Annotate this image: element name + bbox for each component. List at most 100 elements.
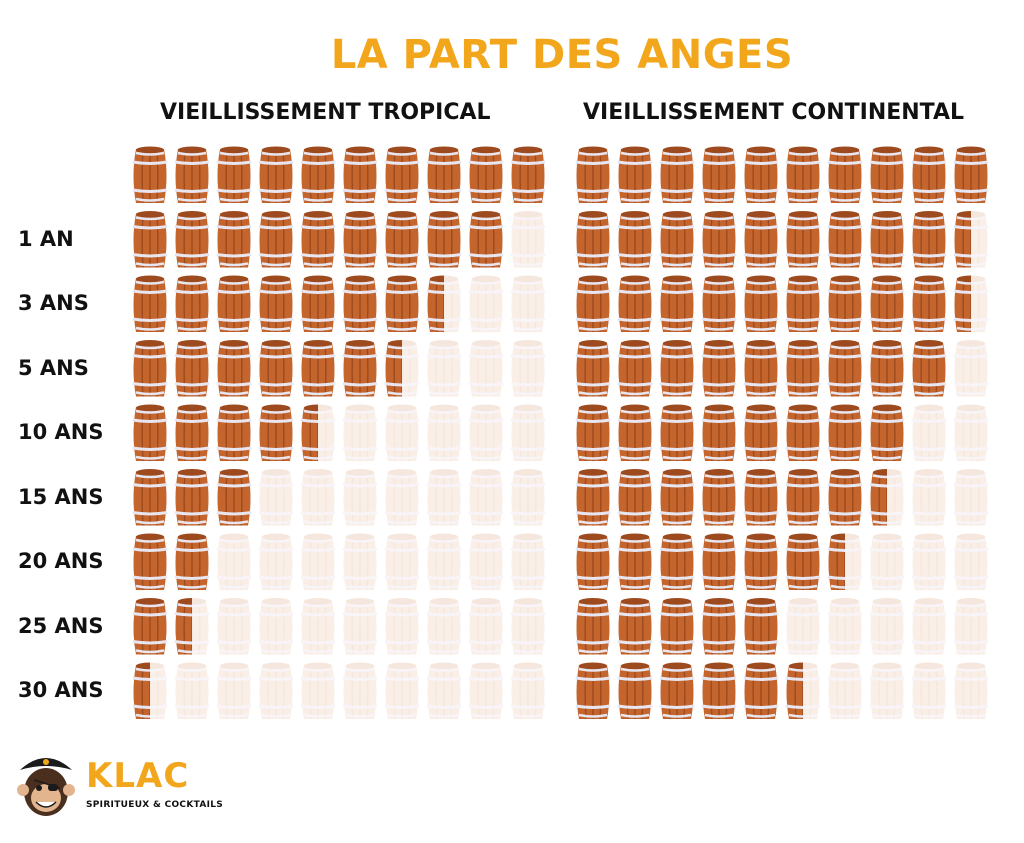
barrel-full-icon — [384, 211, 420, 268]
row-label: 10 ANS — [18, 420, 104, 444]
barrel-empty-icon — [953, 533, 989, 591]
barrel-full-icon — [575, 146, 611, 204]
barrel-empty-icon — [869, 598, 905, 655]
barrel-empty-icon — [468, 662, 504, 720]
barrel-empty-icon — [468, 275, 504, 333]
barrel-empty-icon — [510, 211, 546, 268]
barrel-full-icon — [132, 146, 168, 204]
barrel-pictogram-grid — [132, 146, 989, 720]
barrel-full-icon — [174, 275, 210, 333]
barrel-full-icon — [785, 340, 821, 397]
barrel-full-icon — [659, 275, 695, 333]
barrel-full-icon — [869, 146, 905, 204]
barrel-empty-icon — [258, 598, 294, 655]
barrel-full-icon — [659, 533, 695, 591]
barrel-full-icon — [911, 211, 947, 268]
barrel-full-icon — [869, 404, 905, 462]
logo-tagline: SPIRITUEUX & COCKTAILS — [86, 800, 224, 810]
barrel-full-icon — [827, 146, 863, 204]
barrel-full-icon — [911, 146, 947, 204]
barrel-full-icon — [869, 275, 905, 333]
barrel-empty-icon — [953, 662, 989, 720]
barrel-full-icon — [384, 146, 420, 204]
barrel-full-icon — [743, 340, 779, 397]
barrel-full-icon — [911, 340, 947, 397]
barrel-full-icon — [216, 340, 252, 397]
barrel-full-icon — [701, 211, 737, 268]
barrel-full-icon — [384, 275, 420, 333]
barrel-full-icon — [132, 275, 168, 333]
barrel-full-icon — [575, 662, 611, 720]
barrel-full-icon — [785, 469, 821, 526]
barrel-empty-icon — [342, 404, 378, 462]
brand-logo: KLAC SPIRITUEUX & COCKTAILS — [14, 748, 223, 828]
barrel-full-icon — [659, 662, 695, 720]
barrel-full-icon — [216, 275, 252, 333]
barrel-full-icon — [258, 404, 294, 462]
barrel-empty-icon — [300, 598, 336, 655]
barrel-partial-icon — [827, 533, 863, 591]
barrel-empty-icon — [510, 469, 546, 526]
barrel-full-icon — [132, 533, 168, 591]
barrel-full-icon — [701, 146, 737, 204]
barrel-full-icon — [617, 275, 653, 333]
panel-title-continental: VIEILLISSEMENT CONTINENTAL — [583, 100, 965, 125]
barrel-full-icon — [617, 469, 653, 526]
barrel-full-icon — [659, 469, 695, 526]
barrel-empty-icon — [510, 404, 546, 462]
barrel-full-icon — [785, 275, 821, 333]
barrel-full-icon — [174, 340, 210, 397]
barrel-full-icon — [743, 662, 779, 720]
barrel-full-icon — [468, 146, 504, 204]
barrel-partial-icon — [174, 598, 210, 655]
barrel-full-icon — [342, 340, 378, 397]
row-label: 3 ANS — [18, 291, 89, 315]
barrel-full-icon — [174, 404, 210, 462]
barrel-full-icon — [743, 469, 779, 526]
barrel-empty-icon — [510, 662, 546, 720]
barrel-full-icon — [342, 275, 378, 333]
barrel-full-icon — [827, 211, 863, 268]
barrel-full-icon — [132, 598, 168, 655]
barrel-empty-icon — [216, 598, 252, 655]
row-label: 25 ANS — [18, 613, 104, 638]
barrel-empty-icon — [426, 469, 462, 526]
barrel-full-icon — [743, 404, 779, 462]
barrel-full-icon — [258, 211, 294, 268]
barrel-empty-icon — [426, 662, 462, 720]
barrel-empty-icon — [869, 533, 905, 591]
barrel-empty-icon — [300, 662, 336, 720]
barrel-full-icon — [953, 146, 989, 204]
barrel-full-icon — [827, 404, 863, 462]
barrel-full-icon — [258, 146, 294, 204]
barrel-full-icon — [216, 404, 252, 462]
barrel-full-icon — [426, 211, 462, 268]
barrel-empty-icon — [174, 662, 210, 720]
barrel-full-icon — [659, 598, 695, 655]
barrel-empty-icon — [426, 533, 462, 591]
barrel-empty-icon — [342, 469, 378, 526]
barrel-empty-icon — [300, 469, 336, 526]
barrel-full-icon — [510, 146, 546, 204]
barrel-full-icon — [869, 340, 905, 397]
barrel-full-icon — [743, 146, 779, 204]
barrel-empty-icon — [510, 598, 546, 655]
barrel-empty-icon — [827, 598, 863, 655]
barrel-empty-icon — [953, 404, 989, 462]
barrel-empty-icon — [258, 533, 294, 591]
barrel-full-icon — [701, 404, 737, 462]
barrel-full-icon — [659, 404, 695, 462]
barrel-full-icon — [258, 340, 294, 397]
barrel-full-icon — [743, 598, 779, 655]
barrel-full-icon — [575, 598, 611, 655]
barrel-full-icon — [174, 211, 210, 268]
barrel-partial-icon — [132, 662, 168, 720]
barrel-empty-icon — [911, 404, 947, 462]
barrel-full-icon — [701, 340, 737, 397]
barrel-empty-icon — [258, 662, 294, 720]
barrel-partial-icon — [384, 340, 420, 397]
barrel-full-icon — [617, 340, 653, 397]
barrel-empty-icon — [468, 533, 504, 591]
barrel-empty-icon — [384, 404, 420, 462]
barrel-full-icon — [659, 211, 695, 268]
